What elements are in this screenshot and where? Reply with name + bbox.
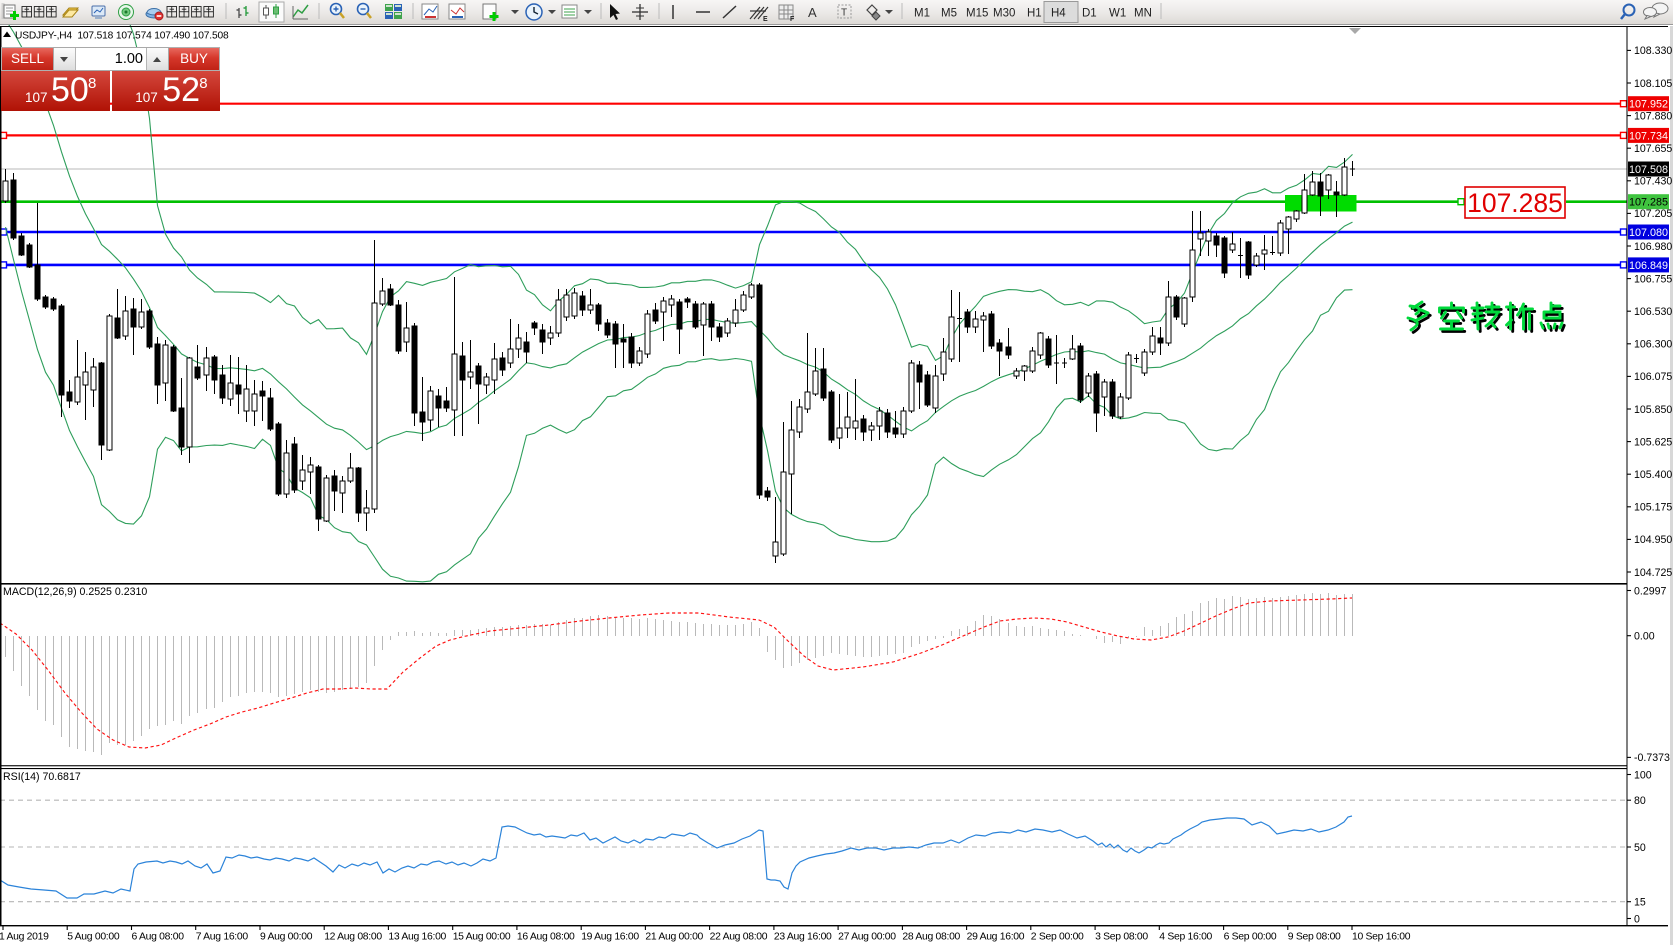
svg-text:106.300: 106.300	[1634, 339, 1672, 351]
svg-text:28 Aug 08:00: 28 Aug 08:00	[902, 932, 960, 943]
svg-text:M30: M30	[993, 8, 1015, 20]
svg-text:106.849: 106.849	[1629, 260, 1668, 272]
svg-text:A: A	[808, 5, 817, 20]
svg-text:0.00: 0.00	[1634, 631, 1655, 643]
svg-text:-0.7373: -0.7373	[1634, 752, 1670, 764]
svg-text:105.175: 105.175	[1634, 502, 1672, 514]
svg-text:107.205: 107.205	[1634, 208, 1672, 220]
svg-text:9 Sep 08:00: 9 Sep 08:00	[1288, 932, 1341, 943]
svg-text:6 Aug 08:00: 6 Aug 08:00	[132, 932, 185, 943]
svg-text:107.655: 107.655	[1634, 143, 1672, 155]
svg-text:107.880: 107.880	[1634, 110, 1672, 122]
svg-text:T: T	[841, 8, 847, 19]
svg-text:USDJPY-,H4 107.518 107.574 10: USDJPY-,H4 107.518 107.574 107.490 107.5…	[15, 31, 229, 42]
svg-text:4 Sep 16:00: 4 Sep 16:00	[1159, 932, 1212, 943]
svg-text:E: E	[763, 16, 768, 23]
svg-text:107.952: 107.952	[1629, 99, 1668, 111]
svg-text:5 Aug 00:00: 5 Aug 00:00	[67, 932, 120, 943]
svg-text:RSI(14) 70.6817: RSI(14) 70.6817	[3, 771, 81, 783]
svg-text:6 Sep 00:00: 6 Sep 00:00	[1224, 932, 1277, 943]
svg-text:15: 15	[1634, 897, 1646, 909]
svg-text:13 Aug 16:00: 13 Aug 16:00	[388, 932, 446, 943]
svg-text:105.625: 105.625	[1634, 436, 1672, 448]
svg-text:F: F	[790, 16, 795, 23]
svg-text:H4: H4	[1051, 8, 1066, 20]
svg-text:100: 100	[1634, 769, 1652, 781]
svg-text:H1: H1	[1027, 8, 1042, 20]
svg-text:107.285: 107.285	[1467, 188, 1563, 218]
svg-text:29 Aug 16:00: 29 Aug 16:00	[967, 932, 1025, 943]
svg-text:M1: M1	[914, 8, 930, 20]
svg-text:107.285: 107.285	[1629, 197, 1668, 209]
svg-text:27 Aug 00:00: 27 Aug 00:00	[838, 932, 896, 943]
svg-text:106.530: 106.530	[1634, 306, 1672, 318]
svg-text:107.734: 107.734	[1629, 130, 1668, 142]
svg-text:3 Sep 08:00: 3 Sep 08:00	[1095, 932, 1148, 943]
svg-text:M5: M5	[941, 8, 957, 20]
svg-text:106.075: 106.075	[1634, 371, 1672, 383]
svg-text:MN: MN	[1134, 8, 1152, 20]
svg-text:7 Aug 16:00: 7 Aug 16:00	[196, 932, 249, 943]
svg-text:23 Aug 16:00: 23 Aug 16:00	[774, 932, 832, 943]
svg-text:50: 50	[1634, 842, 1646, 854]
svg-text:0: 0	[1634, 913, 1640, 925]
svg-text:108.105: 108.105	[1634, 78, 1672, 90]
svg-text:15 Aug 00:00: 15 Aug 00:00	[453, 932, 511, 943]
svg-text:108.330: 108.330	[1634, 45, 1672, 57]
svg-text:107.508: 107.508	[1629, 164, 1668, 176]
svg-text:M15: M15	[966, 8, 988, 20]
svg-text:22 Aug 08:00: 22 Aug 08:00	[710, 932, 768, 943]
svg-text:104.950: 104.950	[1634, 534, 1672, 546]
svg-text:19 Aug 16:00: 19 Aug 16:00	[581, 932, 639, 943]
svg-text:0.2997: 0.2997	[1634, 585, 1667, 597]
svg-text:106.980: 106.980	[1634, 241, 1672, 253]
svg-text:16 Aug 08:00: 16 Aug 08:00	[517, 932, 575, 943]
svg-text:1 Aug 2019: 1 Aug 2019	[0, 932, 49, 943]
svg-text:MACD(12,26,9) 0.2525 0.2310: MACD(12,26,9) 0.2525 0.2310	[3, 586, 147, 598]
svg-text:106.755: 106.755	[1634, 273, 1672, 285]
svg-text:9 Aug 00:00: 9 Aug 00:00	[260, 932, 313, 943]
svg-text:21 Aug 00:00: 21 Aug 00:00	[645, 932, 703, 943]
svg-text:105.850: 105.850	[1634, 404, 1672, 416]
svg-text:105.400: 105.400	[1634, 469, 1672, 481]
svg-text:12 Aug 08:00: 12 Aug 08:00	[324, 932, 382, 943]
svg-text:107.430: 107.430	[1634, 176, 1672, 188]
svg-text:2 Sep 00:00: 2 Sep 00:00	[1031, 932, 1084, 943]
svg-text:D1: D1	[1082, 8, 1097, 20]
svg-text:104.725: 104.725	[1634, 567, 1672, 579]
svg-text:10 Sep 16:00: 10 Sep 16:00	[1352, 932, 1411, 943]
svg-text:80: 80	[1634, 795, 1646, 807]
svg-text:W1: W1	[1109, 8, 1126, 20]
svg-text:107.080: 107.080	[1629, 227, 1668, 239]
